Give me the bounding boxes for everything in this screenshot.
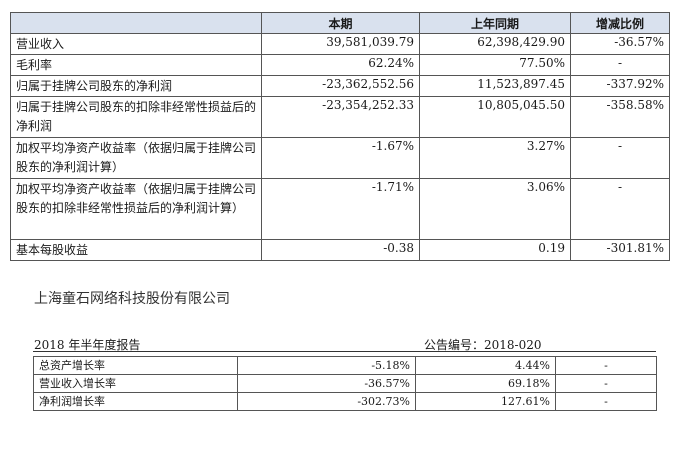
- row-label: 归属于挂牌公司股东的扣除非经常性损益后的净利润: [10, 96, 262, 138]
- table-row: 净利润增长率 -302.73% 127.61% -: [33, 392, 657, 411]
- prior-value: 4.44%: [415, 356, 556, 375]
- current-value: 62.24%: [261, 54, 420, 76]
- header-change-ratio: 增减比例: [570, 12, 670, 34]
- change-value: -: [570, 178, 670, 240]
- table-row: 加权平均净资产收益率（依据归属于挂牌公司股东的扣除非经常性损益后的净利润计算） …: [10, 178, 670, 240]
- notice-number: 公告编号：2018-020: [424, 338, 542, 352]
- report-title: 2018 年半年度报告: [34, 338, 141, 352]
- row-label: 加权平均净资产收益率（依据归属于挂牌公司股东的净利润计算）: [10, 137, 262, 179]
- current-value: -1.71%: [261, 178, 420, 240]
- table-row: 总资产增长率 -5.18% 4.44% -: [33, 356, 657, 375]
- change-value: -: [555, 374, 657, 393]
- prior-value: 3.06%: [419, 178, 571, 240]
- table-row: 毛利率 62.24% 77.50% -: [10, 54, 670, 76]
- change-value: -36.57%: [570, 33, 670, 55]
- company-name: 上海童石网络科技股份有限公司: [34, 291, 230, 307]
- row-label: 营业收入: [10, 33, 262, 55]
- change-value: -358.58%: [570, 96, 670, 138]
- prior-value: 3.27%: [419, 137, 571, 179]
- change-value: -: [555, 356, 657, 375]
- header-current-period: 本期: [261, 12, 420, 34]
- current-value: -302.73%: [237, 392, 416, 411]
- current-value: -1.67%: [261, 137, 420, 179]
- table-row: 基本每股收益 -0.38 0.19 -301.81%: [10, 239, 670, 261]
- current-value: -5.18%: [237, 356, 416, 375]
- financial-summary-table: 本期 上年同期 增减比例 营业收入 39,581,039.79 62,398,4…: [10, 12, 670, 261]
- change-value: -: [555, 392, 657, 411]
- prior-value: 11,523,897.45: [419, 75, 571, 97]
- prior-value: 10,805,045.50: [419, 96, 571, 138]
- table-row: 归属于挂牌公司股东的扣除非经常性损益后的净利润 -23,354,252.33 1…: [10, 96, 670, 138]
- row-label: 归属于挂牌公司股东的净利润: [10, 75, 262, 97]
- prior-value: 0.19: [419, 239, 571, 261]
- current-value: -36.57%: [237, 374, 416, 393]
- prior-value: 77.50%: [419, 54, 571, 76]
- row-label: 毛利率: [10, 54, 262, 76]
- prior-value: 62,398,429.90: [419, 33, 571, 55]
- current-value: -23,362,552.56: [261, 75, 420, 97]
- row-label: 营业收入增长率: [33, 374, 238, 393]
- prior-value: 69.18%: [415, 374, 556, 393]
- change-value: -301.81%: [570, 239, 670, 261]
- current-value: -23,354,252.33: [261, 96, 420, 138]
- header-rule: [33, 351, 656, 352]
- prior-value: 127.61%: [415, 392, 556, 411]
- table-row: 营业收入 39,581,039.79 62,398,429.90 -36.57%: [10, 33, 670, 55]
- row-label: 基本每股收益: [10, 239, 262, 261]
- change-value: -: [570, 137, 670, 179]
- change-value: -: [570, 54, 670, 76]
- table-row: 归属于挂牌公司股东的净利润 -23,362,552.56 11,523,897.…: [10, 75, 670, 97]
- header-prior-period: 上年同期: [419, 12, 571, 34]
- current-value: -0.38: [261, 239, 420, 261]
- row-label: 净利润增长率: [33, 392, 238, 411]
- table-row: 营业收入增长率 -36.57% 69.18% -: [33, 374, 657, 393]
- row-label: 加权平均净资产收益率（依据归属于挂牌公司股东的扣除非经常性损益后的净利润计算）: [10, 178, 262, 240]
- change-value: -337.92%: [570, 75, 670, 97]
- table-row: 加权平均净资产收益率（依据归属于挂牌公司股东的净利润计算） -1.67% 3.2…: [10, 137, 670, 179]
- table-header-row: 本期 上年同期 增减比例: [10, 12, 670, 34]
- current-value: 39,581,039.79: [261, 33, 420, 55]
- growth-rate-table: 总资产增长率 -5.18% 4.44% - 营业收入增长率 -36.57% 69…: [33, 356, 657, 411]
- header-item: [10, 12, 262, 34]
- row-label: 总资产增长率: [33, 356, 238, 375]
